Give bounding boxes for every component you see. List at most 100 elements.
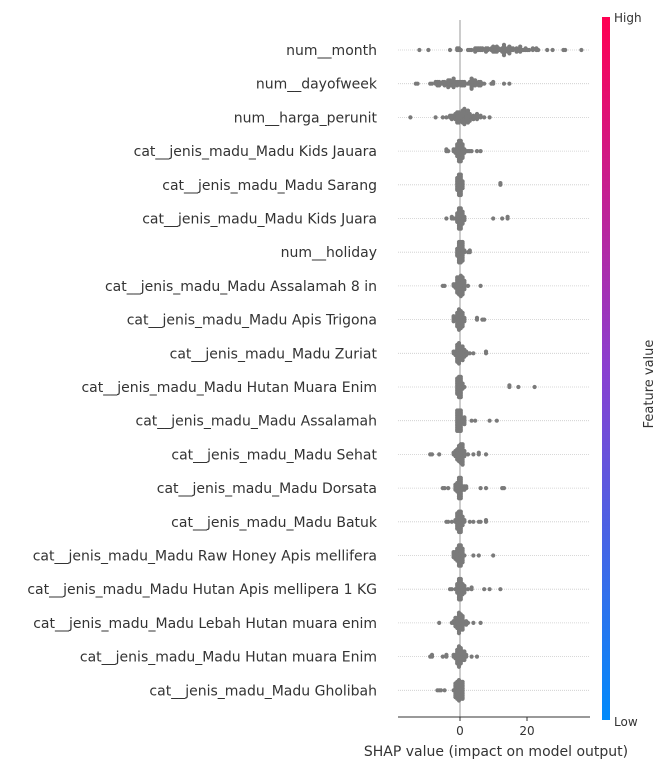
shap-point bbox=[462, 649, 467, 654]
feature-points-7 bbox=[440, 273, 483, 299]
shap-point bbox=[482, 115, 487, 120]
shap-point bbox=[478, 620, 483, 626]
shap-point bbox=[458, 576, 463, 582]
shap-point bbox=[460, 186, 465, 191]
shap-point bbox=[446, 486, 451, 491]
shap-point bbox=[507, 383, 512, 388]
shap-point bbox=[465, 620, 471, 626]
shap-point bbox=[440, 654, 445, 659]
shap-point bbox=[545, 47, 550, 53]
shap-point bbox=[458, 192, 463, 198]
feature-label-5: cat__jenis_madu_Madu Kids Juara bbox=[142, 212, 377, 228]
shap-point bbox=[491, 216, 496, 221]
feature-label-15: cat__jenis_madu_Madu Raw Honey Apis mell… bbox=[33, 549, 377, 565]
shap-point bbox=[494, 418, 499, 423]
shap-point bbox=[429, 452, 435, 457]
shap-point bbox=[462, 218, 467, 223]
shap-point bbox=[460, 275, 465, 280]
shap-point bbox=[462, 590, 467, 595]
shap-point bbox=[462, 448, 467, 454]
shap-point bbox=[451, 85, 456, 90]
shap-point bbox=[415, 81, 420, 86]
shap-point bbox=[458, 543, 463, 548]
shap-point bbox=[471, 620, 476, 626]
shap-point bbox=[482, 317, 487, 322]
shap-point bbox=[456, 120, 462, 125]
feature-points-19 bbox=[435, 678, 465, 703]
shap-point bbox=[417, 47, 422, 53]
colorbar-label: Feature value bbox=[642, 340, 654, 429]
shap-point bbox=[462, 422, 467, 427]
shap-point bbox=[469, 149, 474, 154]
shap-point bbox=[527, 47, 532, 53]
shap-point bbox=[462, 315, 467, 320]
shap-point bbox=[408, 115, 413, 120]
shap-point bbox=[516, 384, 521, 390]
shap-point bbox=[456, 341, 462, 346]
shap-point bbox=[467, 248, 472, 253]
shap-point bbox=[447, 47, 453, 53]
feature-label-12: cat__jenis_madu_Madu Sehat bbox=[171, 447, 377, 463]
shap-point bbox=[442, 688, 447, 693]
shap-point bbox=[579, 47, 584, 53]
shap-point bbox=[465, 452, 471, 457]
shap-point bbox=[501, 42, 507, 48]
shap-point bbox=[460, 209, 465, 214]
shap-point bbox=[460, 179, 465, 184]
shap-point bbox=[462, 79, 467, 85]
shap-point bbox=[438, 688, 444, 693]
shap-point bbox=[442, 79, 447, 85]
shap-point bbox=[510, 46, 516, 51]
shap-point bbox=[429, 652, 435, 658]
shap-point bbox=[462, 214, 467, 219]
colorbar-high-label: High bbox=[614, 11, 642, 25]
shap-point bbox=[536, 47, 541, 53]
shap-point bbox=[487, 115, 492, 120]
shap-point bbox=[458, 529, 463, 535]
shap-point bbox=[482, 587, 487, 592]
shap-point bbox=[507, 51, 512, 56]
feature-points-14 bbox=[444, 509, 489, 535]
shap-point bbox=[474, 654, 480, 659]
shap-point bbox=[444, 115, 449, 120]
shap-point bbox=[462, 106, 467, 111]
feature-points-1 bbox=[413, 76, 512, 91]
feature-label-17: cat__jenis_madu_Madu Lebah Hutan muara e… bbox=[33, 616, 377, 632]
feature-points-9 bbox=[451, 341, 489, 366]
shap-point bbox=[462, 319, 467, 324]
shap-point bbox=[471, 519, 476, 524]
shap-point bbox=[462, 248, 467, 253]
shap-point bbox=[458, 395, 463, 400]
feature-label-10: cat__jenis_madu_Madu Hutan Muara Enim bbox=[81, 380, 377, 396]
x-axis-ticks: 0 20 bbox=[456, 717, 535, 738]
shap-point bbox=[505, 214, 510, 219]
shap-point bbox=[462, 518, 467, 523]
shap-point bbox=[460, 292, 465, 297]
shap-point bbox=[460, 560, 465, 565]
feature-label-7: cat__jenis_madu_Madu Assalamah 8 in bbox=[105, 279, 377, 295]
shap-point bbox=[501, 486, 507, 491]
shap-point bbox=[460, 381, 465, 386]
shap-point bbox=[460, 462, 465, 467]
shap-point bbox=[462, 657, 467, 663]
shap-point bbox=[458, 646, 463, 651]
shap-point bbox=[478, 519, 483, 524]
shap-point bbox=[449, 519, 454, 524]
feature-label-0: num__month bbox=[286, 43, 377, 59]
shap-point bbox=[458, 138, 463, 143]
shap-point bbox=[460, 155, 465, 160]
feature-points-12 bbox=[428, 442, 489, 467]
shap-point bbox=[437, 452, 442, 457]
feature-points-10 bbox=[455, 374, 537, 400]
feature-points-4 bbox=[455, 172, 503, 198]
shap-point bbox=[460, 696, 465, 701]
shap-point bbox=[465, 108, 471, 113]
shap-point bbox=[458, 374, 463, 379]
shap-point bbox=[563, 47, 568, 53]
shap-point bbox=[550, 47, 555, 53]
shap-point bbox=[462, 83, 467, 88]
shap-point bbox=[467, 351, 472, 356]
feature-label-6: num__holiday bbox=[281, 245, 377, 261]
shap-point bbox=[501, 53, 507, 58]
shap-point bbox=[460, 324, 465, 329]
